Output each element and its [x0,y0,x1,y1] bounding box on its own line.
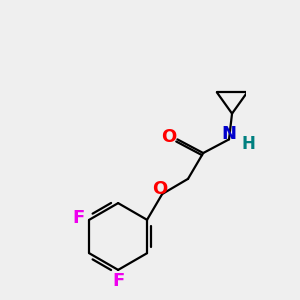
Text: O: O [152,181,167,199]
Text: N: N [221,125,236,143]
Text: F: F [73,209,85,227]
Text: F: F [112,272,124,290]
Text: O: O [161,128,176,146]
Text: H: H [242,135,256,153]
